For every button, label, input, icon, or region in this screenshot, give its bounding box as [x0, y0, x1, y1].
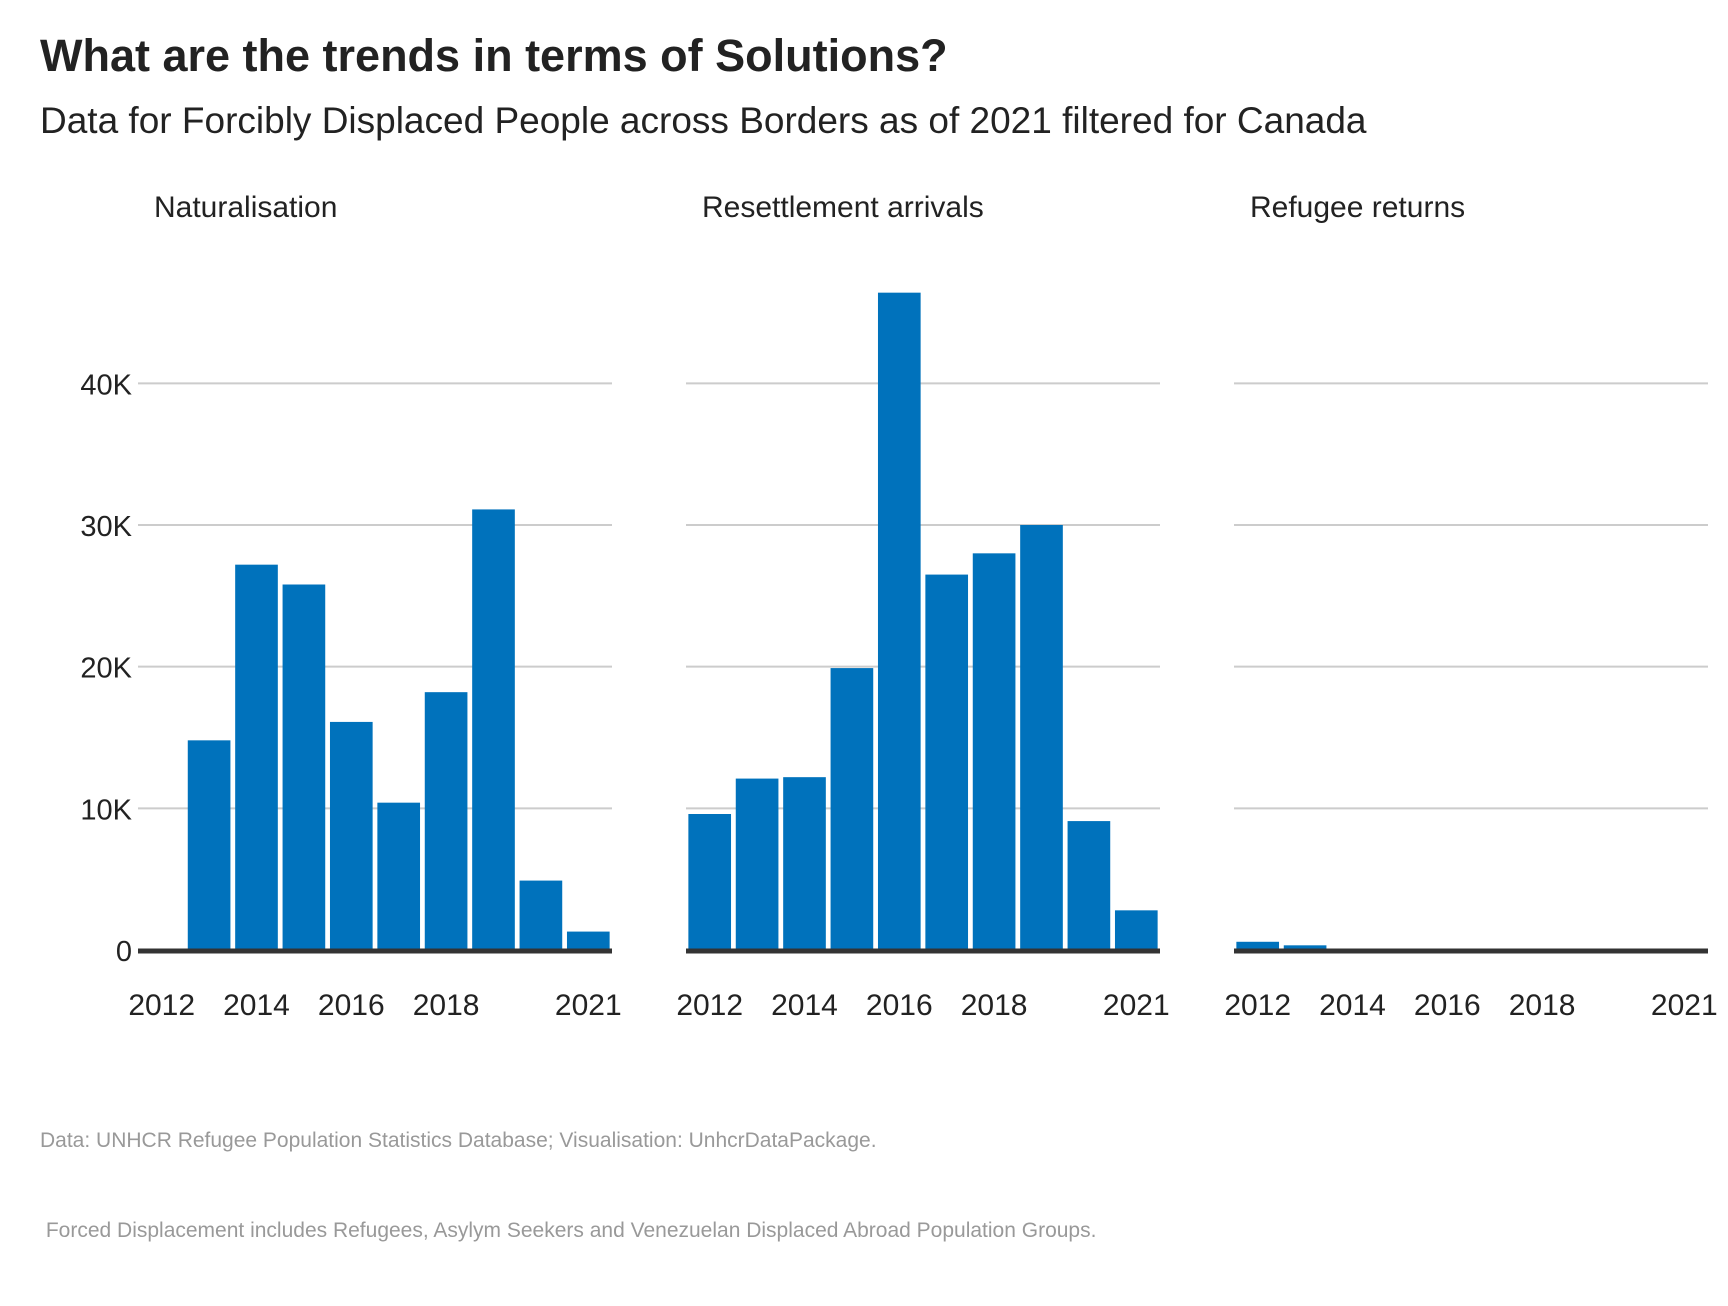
bar: [688, 814, 731, 950]
bar: [831, 668, 874, 950]
panel-title: Resettlement arrivals: [702, 191, 984, 224]
panel-title: Naturalisation: [154, 191, 337, 224]
y-tick-label: 20K: [80, 653, 132, 685]
bar: [925, 575, 968, 950]
faceted-bar-chart: 0 10K 20K 30K 40K Naturalisation 2012 2014 2016 2…: [0, 0, 1728, 1152]
x-tick-label: 2018: [961, 989, 1028, 1022]
x-tick-label: 2014: [223, 989, 290, 1022]
bar: [1020, 525, 1063, 950]
x-tick-label: 2021: [1651, 989, 1718, 1022]
x-tick-label: 2021: [555, 989, 622, 1022]
y-tick-label: 30K: [80, 511, 132, 543]
x-tick-label: 2012: [1224, 989, 1291, 1022]
x-tick-label: 2018: [413, 989, 480, 1022]
bar: [330, 722, 373, 950]
chart-caption: Data: UNHCR Refugee Population Statistic…: [40, 1066, 1096, 1306]
y-tick-label: 40K: [80, 369, 132, 401]
bar: [188, 740, 231, 950]
x-tick-label: 2016: [318, 989, 385, 1022]
bar: [878, 293, 921, 950]
bar: [235, 565, 278, 950]
x-tick-label: 2014: [1319, 989, 1386, 1022]
bar: [783, 777, 826, 950]
bar: [1115, 910, 1158, 950]
y-tick-label: 0: [116, 936, 132, 968]
bar: [472, 509, 515, 950]
bar: [1068, 821, 1111, 950]
bar: [736, 779, 779, 950]
x-tick-label: 2016: [1414, 989, 1481, 1022]
x-tick-label: 2021: [1103, 989, 1170, 1022]
bar: [377, 803, 420, 950]
x-tick-label: 2012: [676, 989, 743, 1022]
x-tick-label: 2014: [771, 989, 838, 1022]
bar: [425, 692, 468, 950]
x-tick-label: 2012: [128, 989, 195, 1022]
bar: [567, 932, 610, 950]
caption-note: Forced Displacement includes Refugees, A…: [40, 1216, 1096, 1246]
chart-page: What are the trends in terms of Solution…: [0, 0, 1728, 1152]
bar: [283, 585, 326, 951]
x-tick-label: 2018: [1509, 989, 1576, 1022]
x-tick-label: 2016: [866, 989, 933, 1022]
y-tick-label: 10K: [80, 794, 132, 826]
bar: [520, 881, 563, 950]
panel-title: Refugee returns: [1250, 191, 1465, 224]
bar: [973, 553, 1016, 950]
